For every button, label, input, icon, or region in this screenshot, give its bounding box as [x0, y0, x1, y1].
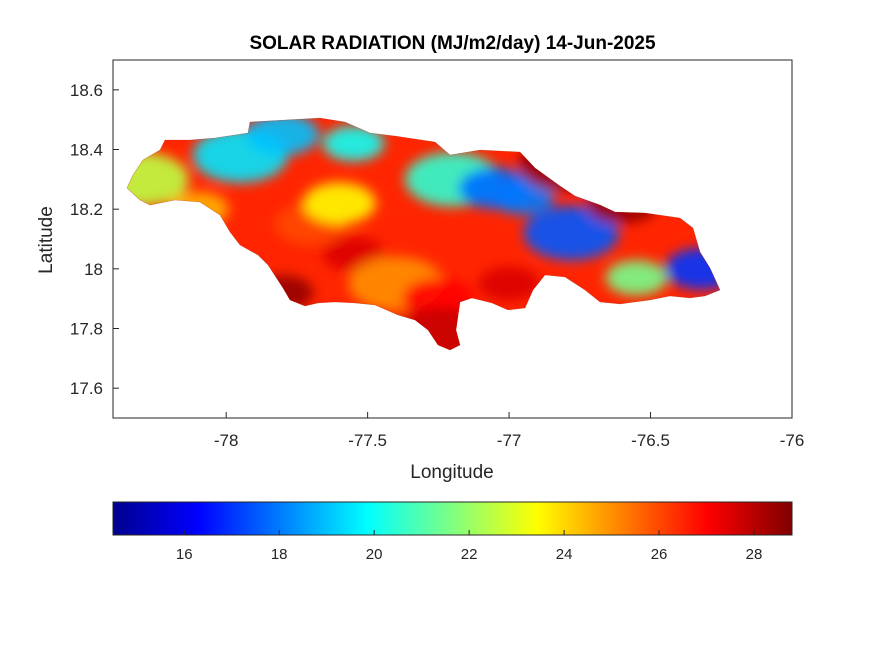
- axis-ticks: -78 -77.5 -77 -76.5 -76 17.6 17.8 18 18.2 18.4 18.…: [70, 81, 804, 450]
- y-tick-label: 17.6: [70, 379, 103, 398]
- x-tick-label: -77: [497, 431, 522, 450]
- radiation-zone: [492, 179, 555, 215]
- radiation-zone: [322, 125, 385, 162]
- y-tick-label: 18.2: [70, 200, 103, 219]
- y-tick-label: 18: [84, 260, 103, 279]
- chart-title: SOLAR RADIATION (MJ/m2/day) 14-Jun-2025: [249, 33, 656, 54]
- colorbar-tick-label: 24: [556, 546, 573, 563]
- radiation-zone: [478, 266, 540, 302]
- colorbar-tick-label: 18: [271, 546, 288, 563]
- y-axis-label: Latitude: [36, 206, 57, 274]
- x-tick-label: -76: [780, 431, 805, 450]
- y-tick-label: 17.8: [70, 320, 103, 339]
- colorbar-tick-label: 28: [746, 546, 763, 563]
- colorbar-ticks: 16 18 20 22 24 26 28: [176, 530, 762, 563]
- colorbar-tick-label: 22: [461, 546, 478, 563]
- y-tick-label: 18.6: [70, 81, 103, 100]
- x-tick-label: -76.5: [631, 431, 670, 450]
- colorbar: [112, 501, 793, 536]
- x-tick-label: -77.5: [348, 431, 387, 450]
- x-axis-label: Longitude: [410, 462, 493, 483]
- y-tick-label: 18.4: [70, 141, 103, 160]
- radiation-zone: [246, 118, 320, 156]
- radiation-zone: [302, 182, 376, 224]
- radiation-zone: [523, 205, 619, 261]
- colorbar-tick-label: 16: [176, 546, 193, 563]
- colorbar-tick-label: 20: [366, 546, 383, 563]
- x-tick-label: -78: [214, 431, 239, 450]
- radiation-zone: [127, 152, 189, 207]
- radiation-zone: [605, 260, 668, 296]
- radiation-zone: [401, 277, 475, 320]
- colorbar-tick-label: 26: [651, 546, 668, 563]
- island-outline: [126, 117, 721, 351]
